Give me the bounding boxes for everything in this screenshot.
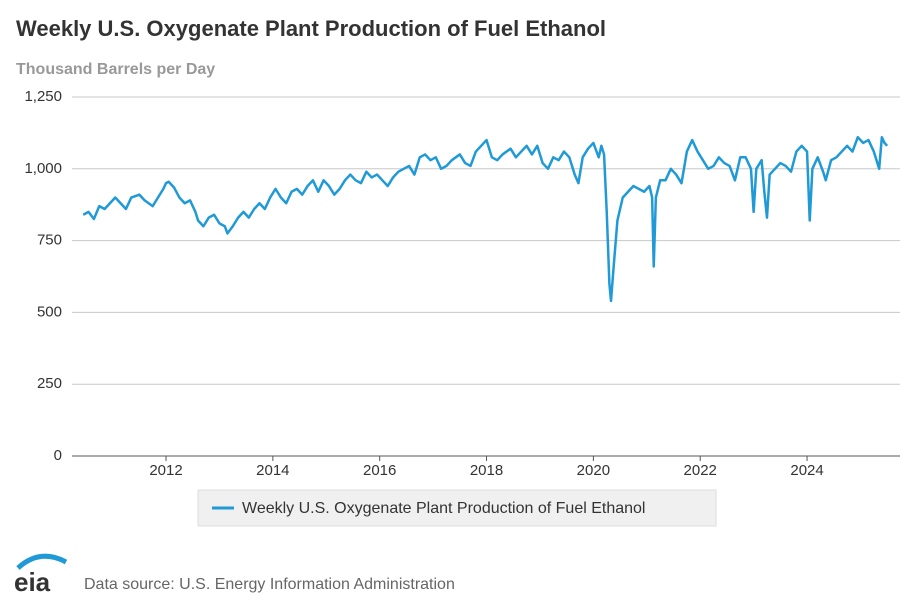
legend-label: Weekly U.S. Oxygenate Plant Production o… bbox=[242, 500, 645, 517]
logo-text: eia bbox=[14, 567, 51, 597]
y-tick-label: 500 bbox=[37, 303, 62, 320]
y-tick-label: 0 bbox=[54, 447, 62, 464]
x-tick-label: 2018 bbox=[470, 462, 503, 479]
source-note: Data source: U.S. Energy Information Adm… bbox=[84, 576, 455, 593]
data-line bbox=[82, 135, 889, 303]
chart-subtitle: Thousand Barrels per Day bbox=[16, 61, 215, 78]
logo: eia bbox=[14, 553, 68, 597]
y-tick-label: 1,000 bbox=[24, 160, 62, 177]
legend: Weekly U.S. Oxygenate Plant Production o… bbox=[197, 489, 717, 527]
legend-box bbox=[197, 489, 717, 527]
y-tick-label: 750 bbox=[37, 232, 62, 249]
y-tick-label: 250 bbox=[37, 375, 62, 392]
x-tick-label: 2022 bbox=[684, 462, 717, 479]
y-tick-label: 1,250 bbox=[24, 88, 62, 105]
x-tick-label: 2024 bbox=[790, 462, 823, 479]
x-tick-label: 2012 bbox=[149, 462, 182, 479]
x-tick-label: 2020 bbox=[577, 462, 610, 479]
x-tick-label: 2014 bbox=[256, 462, 289, 479]
x-tick-label: 2016 bbox=[363, 462, 396, 479]
logo-swoosh bbox=[16, 553, 68, 570]
chart-title: Weekly U.S. Oxygenate Plant Production o… bbox=[16, 16, 606, 41]
